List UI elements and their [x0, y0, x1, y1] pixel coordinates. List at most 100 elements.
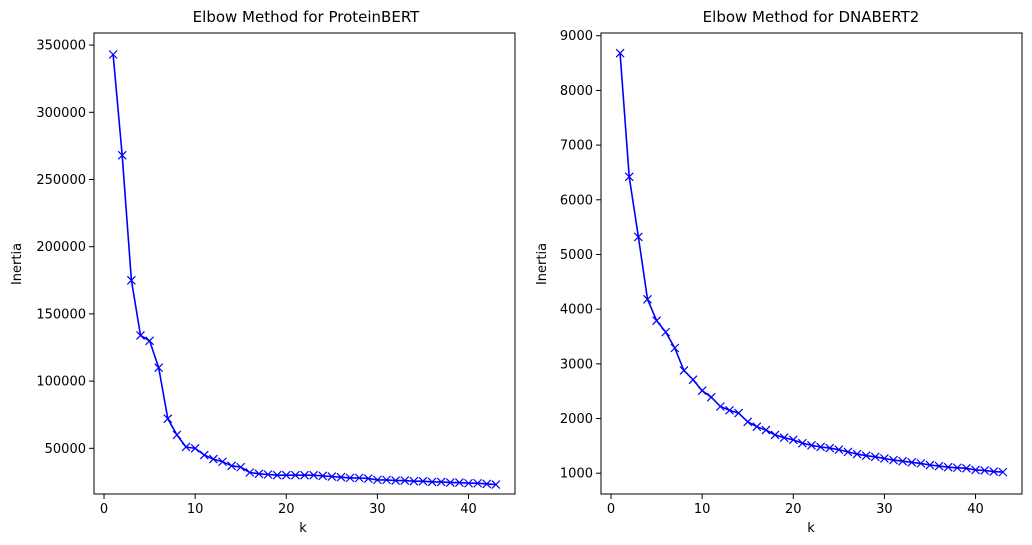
data-point-marker	[943, 462, 953, 472]
data-point-marker	[436, 477, 446, 487]
data-point-marker	[245, 468, 255, 477]
x-tick-label: 20	[785, 502, 802, 517]
data-point-marker	[473, 478, 483, 488]
data-point-marker	[172, 430, 182, 440]
y-tick-label: 50000	[45, 442, 86, 457]
x-tick-label: 0	[607, 502, 615, 517]
data-point-marker	[761, 425, 771, 435]
y-tick-label: 300000	[36, 106, 86, 121]
y-axis-label: Inertia	[535, 243, 550, 285]
data-point-marker	[354, 473, 364, 483]
data-point-marker	[372, 475, 382, 485]
x-tick-label: 40	[967, 502, 984, 517]
data-point-marker	[126, 275, 136, 285]
data-point-marker	[190, 443, 200, 453]
y-tick-label: 2000	[560, 412, 593, 427]
data-point-marker	[327, 472, 337, 481]
data-point-marker	[615, 48, 625, 58]
data-point-marker	[825, 443, 835, 453]
data-point-marker	[770, 430, 780, 440]
data-point-marker	[688, 375, 698, 385]
data-point-marker	[409, 476, 419, 486]
data-point-marker	[208, 454, 218, 464]
plot-frame	[600, 32, 1023, 495]
data-point-marker	[300, 470, 309, 480]
data-point-marker	[861, 451, 871, 461]
data-point-marker	[788, 435, 798, 445]
chart-title: Elbow Method for DNABERT2	[703, 8, 920, 26]
y-tick-label: 100000	[36, 375, 86, 390]
data-point-marker	[870, 452, 880, 462]
y-tick-label: 3000	[560, 357, 593, 372]
data-point-marker	[145, 336, 155, 346]
data-point-marker	[181, 442, 191, 452]
y-tick-label: 200000	[36, 240, 86, 255]
y-tick-label: 1000	[560, 467, 593, 482]
data-point-marker	[743, 417, 753, 427]
data-point-marker	[998, 467, 1008, 477]
x-axis-label: k	[807, 521, 815, 536]
data-point-marker	[136, 330, 145, 340]
data-point-marker	[491, 480, 501, 490]
data-point-marker	[652, 316, 662, 326]
y-tick-label: 5000	[560, 248, 593, 263]
data-point-marker	[482, 479, 492, 489]
plot-frame	[93, 32, 516, 495]
data-point-marker	[464, 478, 473, 488]
y-tick-label: 150000	[36, 307, 86, 322]
data-point-marker	[108, 50, 118, 59]
data-point-marker	[752, 422, 762, 432]
axis-ticks: 0 10 20 30 40 1000 2000 3000 4000 5000 6000 7000 800…	[560, 29, 984, 517]
x-tick-label: 40	[460, 502, 477, 517]
y-tick-label: 4000	[560, 303, 593, 318]
data-point-marker	[363, 474, 373, 483]
x-tick-label: 0	[100, 502, 108, 517]
y-tick-label: 7000	[560, 139, 593, 154]
data-point-marker	[916, 458, 926, 468]
data-point-marker	[706, 392, 716, 402]
data-point-marker	[971, 465, 980, 475]
x-axis-label: k	[299, 521, 307, 536]
data-point-marker	[715, 402, 725, 411]
x-tick-label: 10	[694, 502, 711, 517]
data-point-marker	[254, 469, 264, 479]
data-point-marker	[952, 463, 962, 473]
data-point-marker	[400, 476, 410, 485]
data-point-marker	[961, 463, 971, 473]
data-point-marker	[199, 450, 209, 460]
axis-ticks: 0 10 20 30 40 50000 100000 150000 200000 250000 30…	[36, 39, 476, 517]
data-point-marker	[227, 461, 237, 471]
data-point-marker	[661, 327, 671, 337]
data-point-marker	[725, 405, 734, 415]
data-point-marker	[272, 470, 282, 480]
data-point-marker	[980, 466, 990, 475]
plot-area	[108, 50, 501, 490]
data-point-marker	[345, 473, 355, 483]
data-point-marker	[670, 343, 680, 353]
data-point-marker	[281, 470, 291, 480]
data-point-marker	[163, 414, 173, 424]
y-tick-label: 350000	[36, 39, 86, 54]
y-axis-label: Inertia	[10, 243, 25, 285]
data-point-marker	[336, 472, 346, 482]
data-point-marker	[907, 457, 917, 467]
data-point-marker	[697, 386, 707, 396]
chart-title: Elbow Method for ProteinBERT	[193, 8, 420, 26]
data-point-marker	[852, 449, 862, 459]
y-tick-label: 8000	[560, 84, 593, 99]
data-point-marker	[779, 433, 789, 443]
x-tick-label: 30	[369, 502, 386, 517]
data-point-marker	[797, 438, 807, 448]
data-point-marker	[263, 470, 273, 479]
chart-dnabert2: Elbow Method for DNABERT2 k Inertia 0 10 2…	[535, 8, 1023, 536]
data-point-marker	[633, 232, 643, 242]
data-point-marker	[154, 363, 164, 373]
data-point-marker	[643, 294, 652, 304]
data-point-marker	[807, 440, 816, 450]
data-point-marker	[391, 476, 401, 485]
data-point-marker	[879, 454, 889, 463]
data-point-marker	[679, 365, 689, 375]
data-point-marker	[309, 470, 319, 480]
